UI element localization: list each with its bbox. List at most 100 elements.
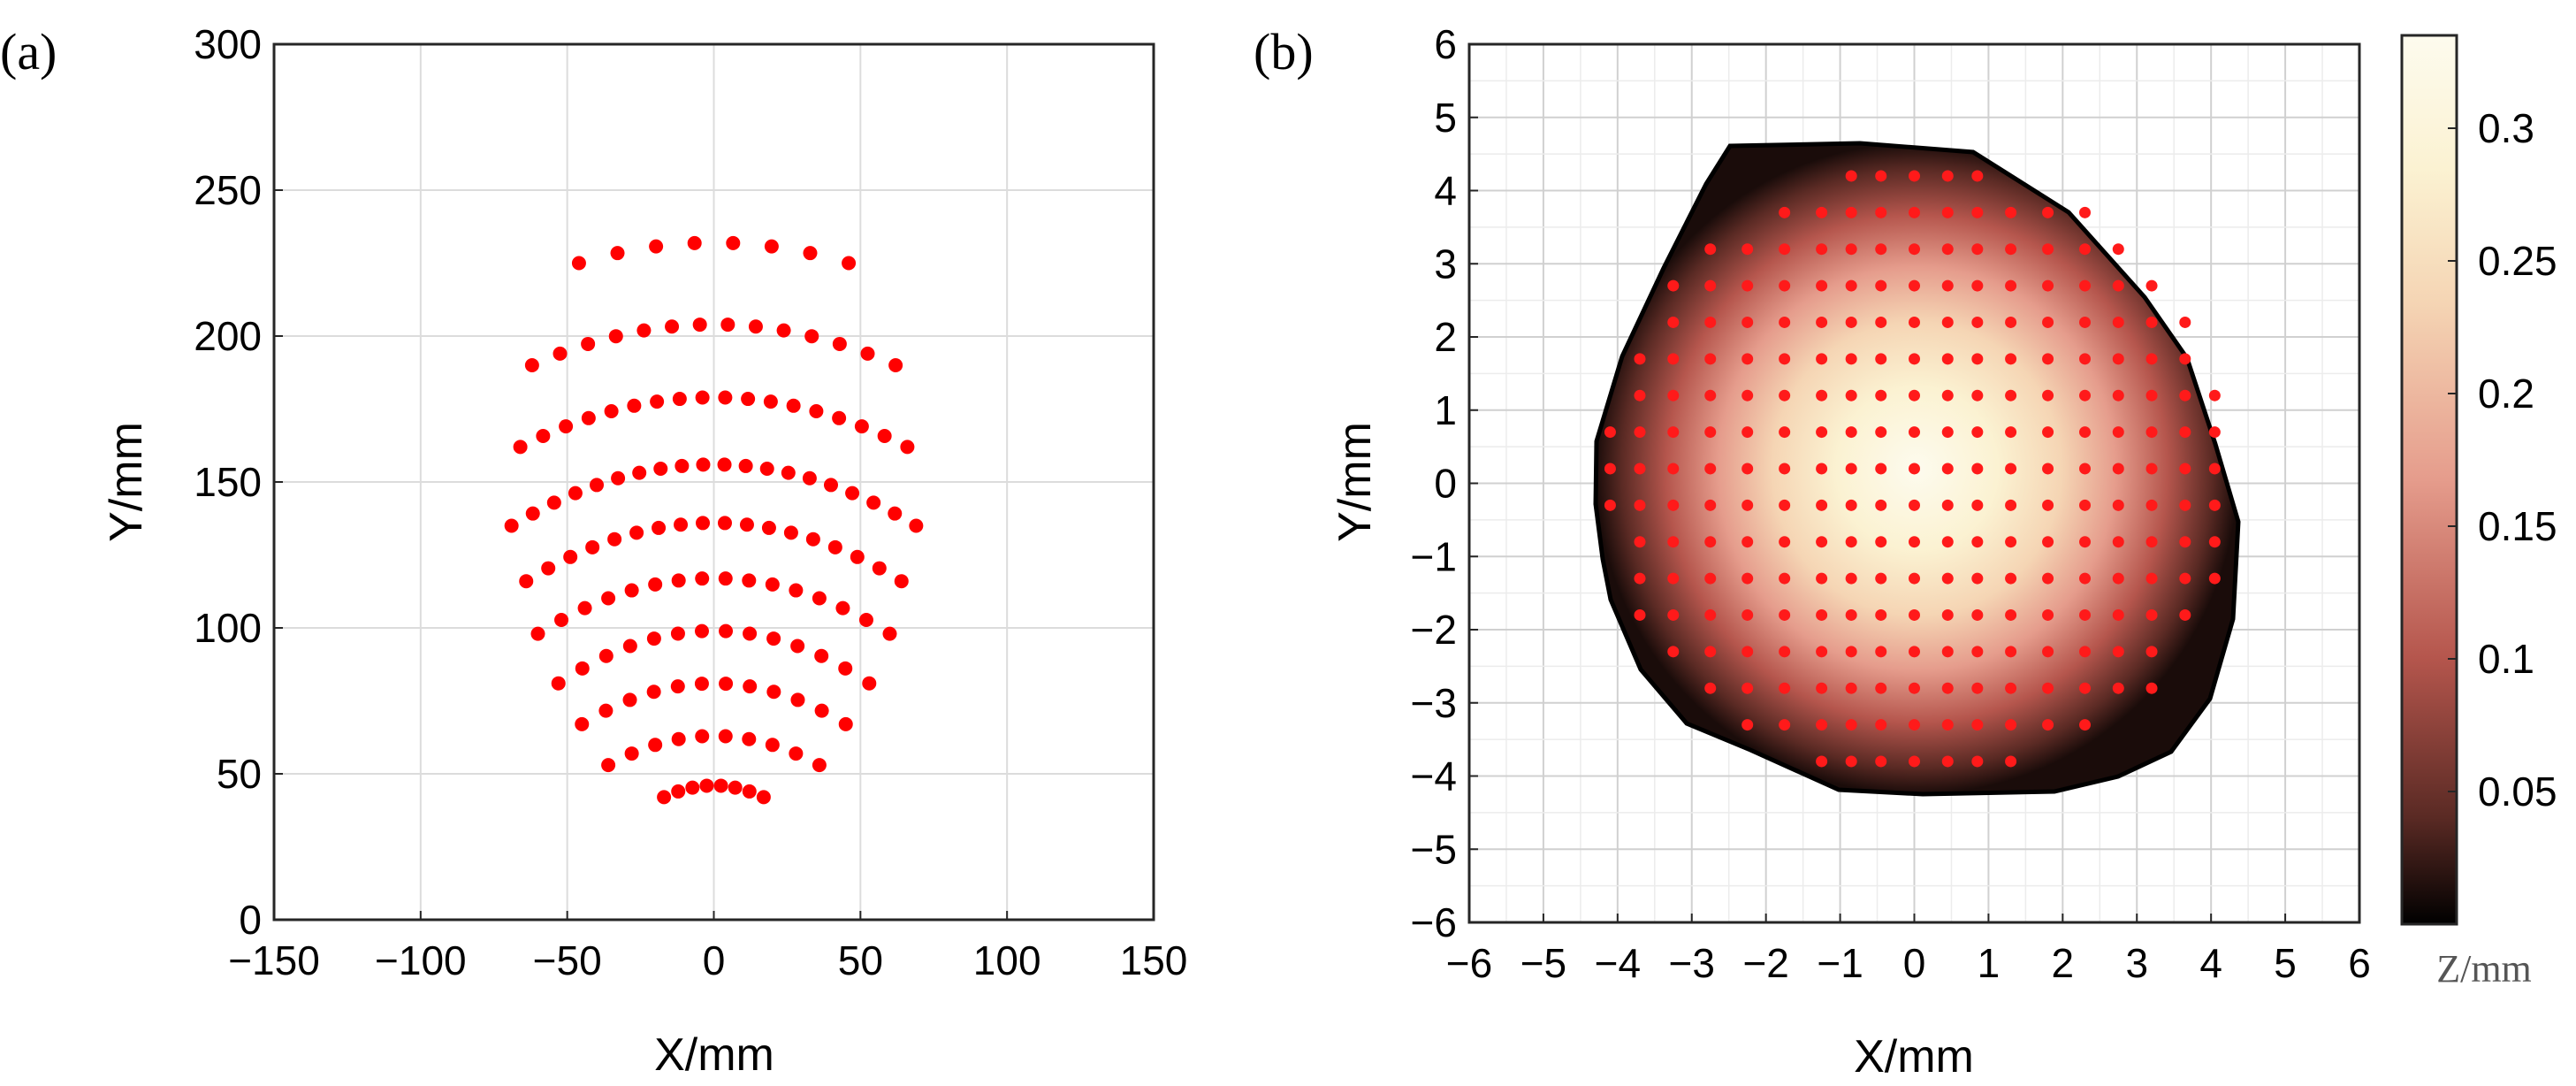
panel-a-data-point bbox=[553, 346, 568, 361]
panel-b-sample-point bbox=[1875, 426, 1887, 439]
panel-b-sample-point bbox=[1875, 170, 1887, 182]
panel-b-y-tick-label: 4 bbox=[1434, 168, 1457, 214]
panel-a-data-point bbox=[842, 256, 857, 271]
panel-b-y-tick-label: 5 bbox=[1434, 95, 1457, 141]
panel-b-sample-point bbox=[2145, 279, 2158, 292]
panel-a-data-point bbox=[748, 319, 763, 334]
panel-b-sample-point bbox=[2112, 389, 2124, 402]
panel-b-sample-point bbox=[1741, 682, 1754, 694]
panel-a-data-point bbox=[742, 731, 757, 746]
panel-b-sample-point bbox=[1971, 499, 1984, 511]
panel-a-data-point bbox=[685, 780, 700, 795]
panel-b-y-tick-label: 3 bbox=[1434, 241, 1457, 287]
panel-a-data-point bbox=[571, 256, 586, 271]
panel-a-data-point bbox=[790, 692, 805, 707]
panel-b-sample-point bbox=[2005, 608, 2017, 621]
panel-b-sample-point bbox=[1779, 499, 1791, 511]
panel-b-sample-point bbox=[1704, 243, 1717, 256]
panel-b-sample-point bbox=[1971, 682, 1984, 694]
panel-a-data-point bbox=[738, 458, 753, 473]
panel-a-data-point bbox=[546, 495, 561, 510]
panel-b-sample-point bbox=[1909, 389, 1920, 402]
panel-a-data-point bbox=[888, 358, 903, 372]
panel-a-data-point bbox=[670, 626, 685, 641]
panel-a-data-point bbox=[646, 631, 661, 646]
panel-b-sample-point bbox=[1779, 463, 1791, 475]
panel-b-sample-point bbox=[2042, 499, 2054, 511]
panel-b-sample-point bbox=[1909, 316, 1920, 328]
panel-a-data-point bbox=[719, 623, 734, 639]
panel-b-sample-point bbox=[2112, 536, 2124, 548]
panel-b-sample-point bbox=[2179, 608, 2191, 621]
panel-a-y-tick-label: 250 bbox=[194, 167, 262, 213]
panel-a-data-point bbox=[894, 574, 909, 589]
panel-a-data-point bbox=[648, 738, 663, 753]
panel-a-data-point bbox=[743, 679, 758, 694]
panel-b-sample-point bbox=[1667, 389, 1680, 402]
panel-a-data-point bbox=[766, 631, 781, 646]
panel-b-sample-point bbox=[1779, 682, 1791, 694]
panel-b-sample-point bbox=[2042, 719, 2054, 731]
panel-b-sample-point bbox=[1816, 719, 1828, 731]
panel-b-sample-point bbox=[1667, 572, 1680, 585]
panel-b-sample-point bbox=[1941, 426, 1954, 439]
panel-b-sample-point bbox=[1909, 682, 1920, 694]
panel-b-sample-point bbox=[1816, 316, 1828, 328]
panel-b-sample-point bbox=[1816, 243, 1828, 256]
panel-b-sample-point bbox=[2145, 608, 2158, 621]
panel-b-sample-point bbox=[2079, 646, 2092, 658]
panel-b-sample-point bbox=[1816, 608, 1828, 621]
panel-b-sample-point bbox=[1779, 206, 1791, 218]
panel-a-y-tick-label: 150 bbox=[194, 459, 262, 505]
panel-b-x-tick-label: 6 bbox=[2348, 940, 2371, 986]
panel-b-sample-point bbox=[1845, 170, 1857, 182]
panel-b-sample-point bbox=[1875, 316, 1887, 328]
colorbar-tick-label: 0.2 bbox=[2478, 371, 2534, 417]
panel-a-data-point bbox=[812, 591, 827, 606]
panel-b-sample-point bbox=[1634, 463, 1646, 475]
panel-b-sample-point bbox=[2179, 463, 2191, 475]
panel-a-data-point bbox=[838, 661, 853, 676]
panel-b-sample-point bbox=[1971, 279, 1984, 292]
panel-b-sample-point bbox=[1845, 426, 1857, 439]
panel-a-data-point bbox=[719, 677, 734, 692]
panel-b-sample-point bbox=[2005, 353, 2017, 365]
panel-b-x-axis-label: X/mm bbox=[1854, 1031, 1974, 1082]
panel-a-data-point bbox=[783, 525, 798, 540]
panel-b-sample-point bbox=[1875, 719, 1887, 731]
panel-b-sample-point bbox=[1667, 316, 1680, 328]
panel-a-data-point bbox=[766, 684, 781, 700]
panel-b-sample-point bbox=[2079, 719, 2092, 731]
panel-b-sample-point bbox=[1875, 389, 1887, 402]
panel-a-data-point bbox=[764, 239, 779, 254]
panel-b-sample-point bbox=[1875, 536, 1887, 548]
panel-a-data-point bbox=[699, 778, 714, 793]
panel-b-sample-point bbox=[1971, 426, 1984, 439]
panel-b-sample-point bbox=[1875, 755, 1887, 768]
panel-b-sample-point bbox=[1634, 389, 1646, 402]
panel-a-data-point bbox=[636, 323, 652, 338]
panel-b-sample-point bbox=[2042, 243, 2054, 256]
panel-a-data-point bbox=[650, 394, 665, 409]
panel-a-data-point bbox=[827, 539, 842, 554]
panel-b-sample-point bbox=[2005, 316, 2017, 328]
panel-a-data-point bbox=[832, 410, 847, 425]
panel-a-x-tick-label: 0 bbox=[703, 937, 726, 983]
panel-b-sample-point bbox=[1779, 243, 1791, 256]
panel-a-data-point bbox=[786, 398, 801, 413]
panel-a-data-point bbox=[665, 319, 680, 334]
panel-b-sample-point bbox=[1941, 316, 1954, 328]
panel-b-x-tick-label: −2 bbox=[1742, 940, 1788, 986]
panel-a-scatter-points bbox=[504, 235, 924, 805]
panel-a: (a) −150 −100 −50 0 50 100 150 0 50 100 150 200 250… bbox=[0, 21, 1187, 1081]
panel-a-data-point bbox=[674, 458, 690, 473]
panel-a-data-point bbox=[756, 790, 771, 805]
panel-b-sample-point bbox=[1704, 316, 1717, 328]
panel-a-data-point bbox=[624, 746, 639, 761]
panel-a-data-point bbox=[695, 571, 710, 586]
panel-b-sample-point bbox=[1941, 243, 1954, 256]
panel-b-sample-point bbox=[1971, 206, 1984, 218]
panel-a-x-tick-label: 50 bbox=[838, 937, 883, 983]
panel-a-data-point bbox=[845, 486, 860, 501]
panel-b-sample-point bbox=[1667, 499, 1680, 511]
